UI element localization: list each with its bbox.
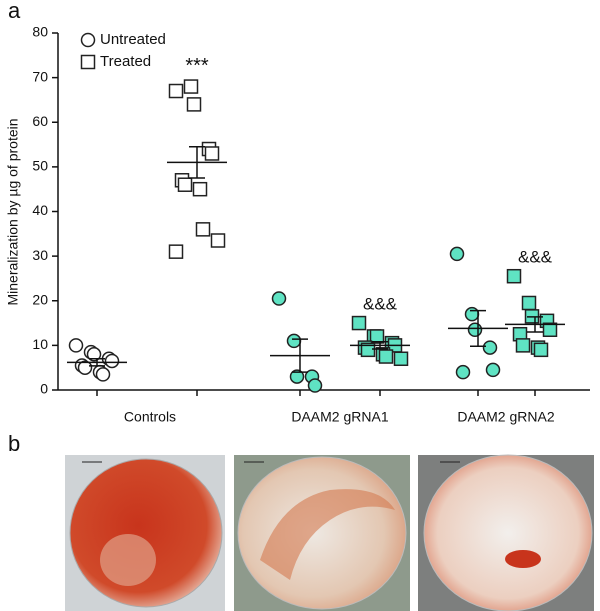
error-bar xyxy=(470,309,486,348)
data-point xyxy=(455,364,471,380)
data-point xyxy=(177,177,193,192)
data-point xyxy=(393,351,409,367)
data-point xyxy=(533,342,549,358)
error-bar xyxy=(527,316,543,333)
photo xyxy=(418,454,594,611)
data-point xyxy=(467,322,483,338)
data-point xyxy=(515,338,531,353)
data-point xyxy=(521,295,537,311)
y-axis-label: Mineralization by µg of protein xyxy=(5,118,21,305)
data-point xyxy=(168,83,184,99)
data-point xyxy=(360,342,376,358)
annotation: *** xyxy=(185,55,209,77)
data-point xyxy=(195,222,211,237)
annotation: &&& xyxy=(363,295,398,314)
panel-label: a xyxy=(8,0,21,23)
error-bar xyxy=(292,338,308,373)
data-point xyxy=(204,146,220,161)
data-point xyxy=(86,347,102,362)
x-tick-label: DAAM2 gRNA2 xyxy=(457,409,554,425)
data-point xyxy=(449,246,465,262)
data-point xyxy=(307,378,323,393)
data-point xyxy=(351,315,367,331)
y-tick-label: 70 xyxy=(32,68,48,84)
data-point xyxy=(485,362,501,378)
data-point xyxy=(378,349,394,364)
data-point xyxy=(464,306,480,322)
error-bar xyxy=(372,341,388,350)
data-point xyxy=(542,322,558,338)
data-point xyxy=(506,268,522,284)
legend-label: Treated xyxy=(100,53,151,70)
y-tick-label: 60 xyxy=(32,113,48,129)
data-point xyxy=(286,333,302,349)
data-point xyxy=(369,329,385,344)
y-tick-label: 40 xyxy=(32,202,48,218)
data-point xyxy=(192,181,208,197)
y-tick-label: 50 xyxy=(32,158,48,174)
panel-label: b xyxy=(8,431,20,456)
x-tick-label: Controls xyxy=(124,409,176,425)
data-point xyxy=(183,79,199,94)
y-tick-label: 0 xyxy=(40,381,48,397)
data-point xyxy=(168,244,184,259)
data-point xyxy=(289,369,305,384)
data-point xyxy=(77,360,93,375)
data-point xyxy=(104,353,120,369)
legend-marker xyxy=(80,54,96,70)
annotation: &&& xyxy=(518,248,553,267)
legend-marker xyxy=(80,32,96,48)
legend-label: Untreated xyxy=(100,31,166,48)
y-tick-label: 30 xyxy=(32,247,48,263)
photo xyxy=(234,455,410,611)
y-tick-label: 10 xyxy=(32,336,48,352)
data-point xyxy=(210,233,226,248)
data-point xyxy=(95,367,111,382)
photo xyxy=(65,455,225,611)
error-bar xyxy=(89,358,105,367)
data-point xyxy=(482,340,498,355)
y-tick-label: 20 xyxy=(32,291,48,307)
x-tick-label: DAAM2 gRNA1 xyxy=(291,409,388,425)
y-tick-label: 80 xyxy=(32,24,48,40)
data-point xyxy=(271,291,287,306)
data-point xyxy=(68,338,84,353)
error-bar xyxy=(189,146,205,179)
data-point xyxy=(186,97,202,112)
